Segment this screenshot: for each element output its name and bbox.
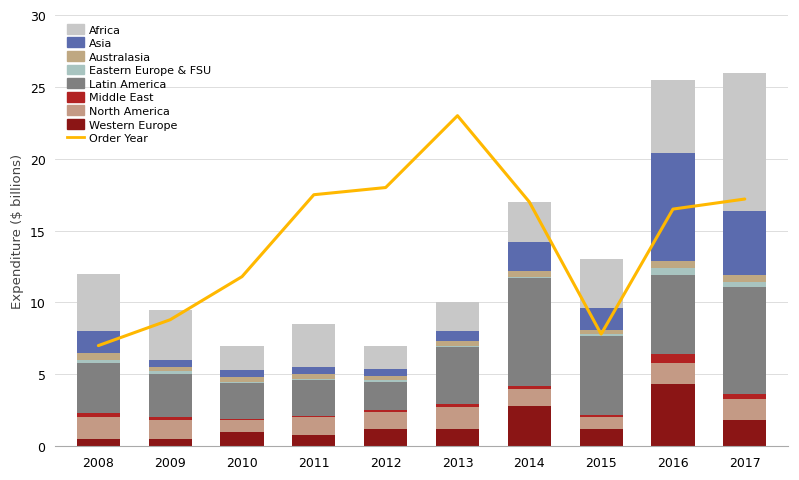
Order Year <box>524 200 534 205</box>
Bar <box>77 413 120 418</box>
Bar <box>292 374 336 379</box>
Bar <box>651 81 694 154</box>
Bar <box>292 367 336 374</box>
Bar <box>221 432 264 446</box>
Order Year <box>668 207 678 213</box>
Bar <box>436 408 479 429</box>
Order Year <box>453 114 463 120</box>
Bar <box>651 276 694 354</box>
Legend: Africa, Asia, Australasia, Eastern Europe & FSU, Latin America, Middle East, Nor: Africa, Asia, Australasia, Eastern Europ… <box>62 20 216 148</box>
Y-axis label: Expenditure ($ billions): Expenditure ($ billions) <box>11 154 24 309</box>
Bar <box>364 346 407 369</box>
Bar <box>292 416 336 418</box>
Bar <box>508 242 551 271</box>
Bar <box>723 211 766 276</box>
Bar <box>77 274 120 332</box>
Line: Order Year: Order Year <box>98 117 745 346</box>
Bar <box>508 389 551 406</box>
Bar <box>651 154 694 261</box>
Bar <box>579 309 622 330</box>
Bar <box>221 420 264 432</box>
Order Year <box>740 197 749 203</box>
Bar <box>723 73 766 211</box>
Bar <box>508 277 551 278</box>
Bar <box>436 429 479 446</box>
Bar <box>651 354 694 363</box>
Bar <box>77 353 120 360</box>
Bar <box>292 418 336 435</box>
Bar <box>508 386 551 389</box>
Bar <box>221 370 264 377</box>
Order Year <box>237 274 247 280</box>
Bar <box>723 420 766 446</box>
Bar <box>292 435 336 446</box>
Bar <box>508 271 551 277</box>
Bar <box>579 418 622 429</box>
Bar <box>149 310 192 360</box>
Bar <box>579 260 622 309</box>
Bar <box>292 380 336 416</box>
Order Year <box>165 317 175 323</box>
Bar <box>221 419 264 420</box>
Bar <box>508 203 551 242</box>
Bar <box>364 369 407 376</box>
Bar <box>436 342 479 346</box>
Bar <box>508 406 551 446</box>
Bar <box>364 380 407 382</box>
Bar <box>436 348 479 405</box>
Order Year <box>309 192 319 198</box>
Bar <box>149 439 192 446</box>
Bar <box>651 363 694 384</box>
Bar <box>364 410 407 412</box>
Bar <box>651 384 694 446</box>
Order Year <box>381 185 391 191</box>
Bar <box>651 261 694 268</box>
Bar <box>77 332 120 353</box>
Bar <box>292 324 336 367</box>
Bar <box>436 346 479 348</box>
Bar <box>364 429 407 446</box>
Bar <box>149 367 192 372</box>
Bar <box>149 420 192 439</box>
Bar <box>364 412 407 429</box>
Bar <box>77 439 120 446</box>
Bar <box>723 395 766 399</box>
Bar <box>579 415 622 418</box>
Bar <box>364 382 407 410</box>
Bar <box>579 335 622 336</box>
Bar <box>723 399 766 420</box>
Bar <box>579 429 622 446</box>
Bar <box>221 346 264 370</box>
Order Year <box>596 332 606 337</box>
Bar <box>364 376 407 380</box>
Bar <box>436 332 479 342</box>
Bar <box>221 383 264 419</box>
Bar <box>579 330 622 335</box>
Bar <box>436 405 479 408</box>
Bar <box>77 418 120 439</box>
Bar <box>221 377 264 382</box>
Bar <box>221 382 264 383</box>
Bar <box>77 363 120 413</box>
Bar <box>149 418 192 420</box>
Bar <box>77 360 120 363</box>
Bar <box>723 287 766 395</box>
Bar <box>149 372 192 374</box>
Bar <box>723 276 766 283</box>
Bar <box>651 268 694 276</box>
Bar <box>436 303 479 332</box>
Bar <box>723 283 766 287</box>
Bar <box>149 374 192 418</box>
Order Year <box>93 343 103 349</box>
Bar <box>508 278 551 386</box>
Bar <box>292 379 336 380</box>
Bar <box>149 360 192 367</box>
Bar <box>579 336 622 415</box>
